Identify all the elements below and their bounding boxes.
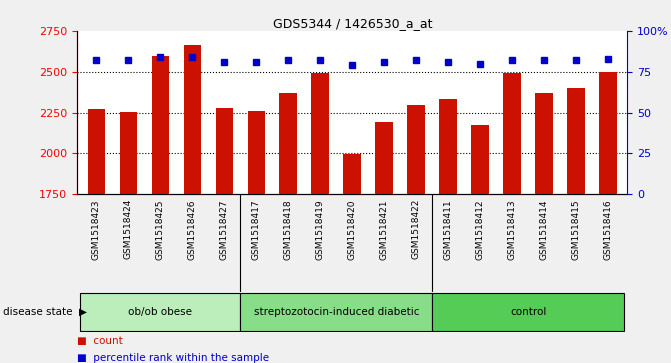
Text: GSM1518423: GSM1518423 bbox=[92, 199, 101, 260]
Bar bbox=[432, 293, 624, 331]
Bar bbox=[240, 293, 432, 331]
Bar bbox=[407, 105, 425, 194]
Text: control: control bbox=[510, 307, 546, 317]
Text: GSM1518416: GSM1518416 bbox=[604, 199, 613, 260]
Text: GSM1518414: GSM1518414 bbox=[539, 199, 549, 260]
Text: GSM1518425: GSM1518425 bbox=[156, 199, 165, 260]
Bar bbox=[344, 154, 361, 194]
Text: GSM1518421: GSM1518421 bbox=[380, 199, 389, 260]
Bar bbox=[440, 99, 457, 194]
Text: GSM1518417: GSM1518417 bbox=[252, 199, 261, 260]
Text: GSM1518420: GSM1518420 bbox=[348, 199, 357, 260]
Text: GSM1518411: GSM1518411 bbox=[444, 199, 453, 260]
Bar bbox=[503, 73, 521, 194]
Text: ob/ob obese: ob/ob obese bbox=[128, 307, 193, 317]
Text: GSM1518415: GSM1518415 bbox=[572, 199, 580, 260]
Text: ■  count: ■ count bbox=[77, 336, 123, 346]
Bar bbox=[280, 93, 297, 194]
Text: streptozotocin-induced diabetic: streptozotocin-induced diabetic bbox=[254, 307, 419, 317]
Bar bbox=[311, 73, 329, 194]
Text: disease state  ▶: disease state ▶ bbox=[3, 307, 87, 317]
Bar bbox=[184, 45, 201, 194]
Bar bbox=[599, 72, 617, 194]
Bar bbox=[248, 111, 265, 194]
Text: GSM1518413: GSM1518413 bbox=[508, 199, 517, 260]
Bar bbox=[215, 107, 233, 194]
Text: GSM1518424: GSM1518424 bbox=[124, 199, 133, 260]
Text: ■  percentile rank within the sample: ■ percentile rank within the sample bbox=[77, 352, 269, 363]
Title: GDS5344 / 1426530_a_at: GDS5344 / 1426530_a_at bbox=[272, 17, 432, 30]
Text: GSM1518418: GSM1518418 bbox=[284, 199, 293, 260]
Bar bbox=[152, 56, 169, 194]
Text: GSM1518412: GSM1518412 bbox=[476, 199, 484, 260]
Text: GSM1518422: GSM1518422 bbox=[412, 199, 421, 260]
Text: GSM1518419: GSM1518419 bbox=[316, 199, 325, 260]
Bar bbox=[376, 122, 393, 194]
Bar bbox=[568, 88, 585, 194]
Bar bbox=[119, 112, 137, 194]
Text: GSM1518426: GSM1518426 bbox=[188, 199, 197, 260]
Bar bbox=[535, 93, 553, 194]
Bar bbox=[87, 109, 105, 194]
Bar bbox=[81, 293, 240, 331]
Text: GSM1518427: GSM1518427 bbox=[220, 199, 229, 260]
Bar bbox=[472, 125, 489, 194]
